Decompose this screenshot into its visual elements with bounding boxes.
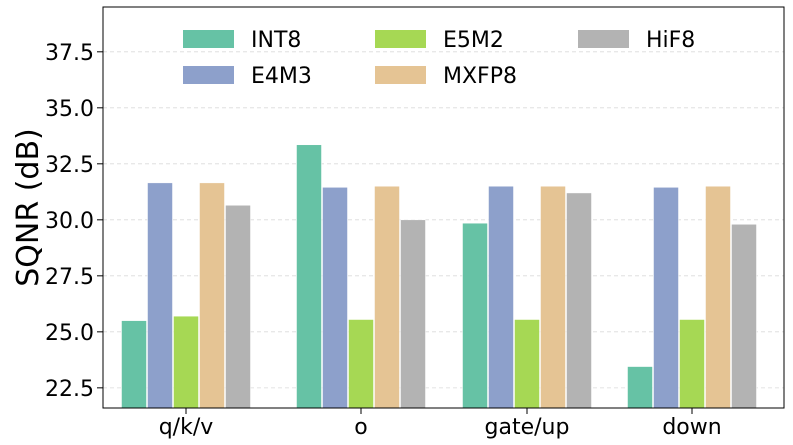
y-tick-label: 37.5 [45, 41, 94, 66]
bar-hif8-q-k-v [225, 205, 251, 409]
legend-swatch-mxfp8 [375, 66, 426, 84]
legend-label-int8: INT8 [251, 28, 301, 53]
bar-mxfp8-q-k-v [199, 182, 225, 409]
legend-swatch-e5m2 [375, 30, 426, 48]
legend-label-e5m2: E5M2 [443, 28, 504, 53]
y-tick-label: 32.5 [45, 153, 94, 178]
bar-e5m2-o [348, 319, 374, 409]
x-tick-label: down [662, 415, 721, 440]
legend-swatch-int8 [183, 30, 234, 48]
y-tick-label: 35.0 [45, 97, 94, 122]
bar-e5m2-q-k-v [173, 315, 199, 409]
legend-label-mxfp8: MXFP8 [443, 64, 517, 89]
bar-hif8-o [400, 219, 426, 409]
bar-hif8-down [731, 224, 757, 409]
y-tick-label: 25.0 [45, 321, 94, 346]
x-tick-label: q/k/v [159, 415, 214, 440]
bar-mxfp8-o [374, 185, 400, 409]
bar-e4m3-down [653, 187, 679, 409]
bar-int8-q-k-v [121, 320, 147, 409]
y-axis-ticks: 22.5 25.0 27.5 30.0 32.5 35.0 37.5 [45, 41, 103, 402]
bar-e5m2-down [679, 319, 705, 409]
bar-int8-gate-up [462, 222, 488, 409]
bar-e4m3-o [322, 187, 348, 409]
bar-int8-down [627, 366, 653, 409]
bar-e5m2-gate-up [514, 319, 540, 409]
y-tick-label: 27.5 [45, 265, 94, 290]
bar-hif8-gate-up [566, 192, 592, 409]
legend-swatch-e4m3 [183, 66, 234, 84]
bar-e4m3-gate-up [488, 185, 514, 409]
bar-e4m3-q-k-v [147, 182, 173, 409]
x-axis-ticks: q/k/v o gate/up down [159, 408, 722, 440]
x-tick-label: o [354, 415, 367, 440]
bar-mxfp8-gate-up [540, 185, 566, 409]
legend-label-hif8: HiF8 [646, 28, 695, 53]
y-axis-title: SQNR (dB) [11, 128, 46, 287]
bar-mxfp8-down [705, 185, 731, 409]
y-tick-label: 30.0 [45, 209, 94, 234]
legend-label-e4m3: E4M3 [251, 64, 312, 89]
y-tick-label: 22.5 [45, 377, 94, 402]
plot-frame [102, 6, 785, 409]
bar-int8-o [296, 144, 322, 409]
legend-swatch-hif8 [578, 30, 629, 48]
bars [121, 144, 757, 409]
x-tick-label: gate/up [485, 415, 570, 440]
legend: INT8 E4M3 E5M2 MXFP8 HiF8 [183, 28, 695, 89]
